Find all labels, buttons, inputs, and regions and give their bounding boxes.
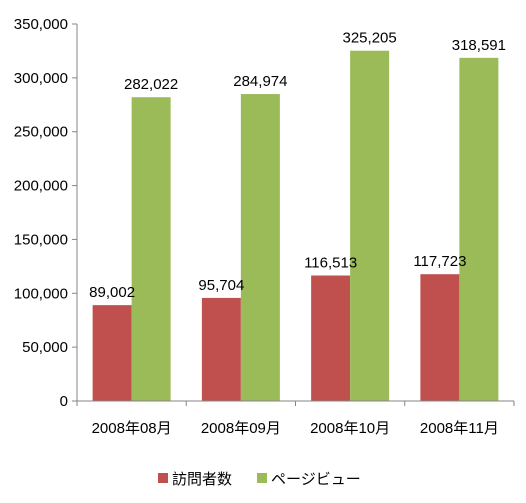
legend-swatch <box>158 473 168 483</box>
x-axis: 2008年08月 2008年09月 2008年10月 2008年11月 <box>76 400 515 437</box>
legend-label: 訪問者数 <box>172 471 232 488</box>
data-label: 117,723 <box>413 253 466 270</box>
bar-pageviews <box>240 94 280 401</box>
y-tick-label: 300,000 <box>14 70 68 87</box>
data-label: 95,704 <box>198 277 244 294</box>
y-tick-label: 0 <box>60 393 68 410</box>
data-labels: 89,002 282,022 95,704 284,974 116,513 325,205… <box>89 30 506 301</box>
y-tick-label: 100,000 <box>14 285 68 302</box>
y-tick-label: 50,000 <box>22 339 68 356</box>
data-label: 325,205 <box>343 30 397 47</box>
x-tick-label: 2008年08月 <box>92 420 172 437</box>
legend-swatch <box>257 473 267 483</box>
bar-visitors <box>92 305 132 401</box>
data-label: 116,513 <box>304 254 357 271</box>
bar-pageviews <box>350 50 390 401</box>
y-axis: 0 50,000 100,000 150,000 200,000 250,000 300,0… <box>14 16 78 410</box>
legend-label: ページビュー <box>271 471 361 488</box>
bar-pageviews <box>131 97 171 401</box>
y-tick-label: 250,000 <box>14 124 68 141</box>
y-tick-label: 150,000 <box>14 231 68 248</box>
data-label: 318,591 <box>452 37 506 54</box>
y-tick-label: 200,000 <box>14 178 68 195</box>
x-tick-label: 2008年11月 <box>420 420 499 437</box>
y-tick-label: 350,000 <box>14 16 68 33</box>
x-tick-label: 2008年10月 <box>310 420 390 437</box>
bar-visitors <box>311 275 351 401</box>
data-label: 89,002 <box>89 284 135 301</box>
x-tick-label: 2008年09月 <box>201 420 281 437</box>
bar-visitors <box>420 274 460 401</box>
bar-visitors <box>201 297 241 401</box>
data-label: 284,974 <box>233 73 287 90</box>
data-label: 282,022 <box>124 76 178 93</box>
bar-pageviews <box>459 57 499 402</box>
bars <box>92 50 499 402</box>
legend: 訪問者数 ページビュー <box>158 471 361 488</box>
